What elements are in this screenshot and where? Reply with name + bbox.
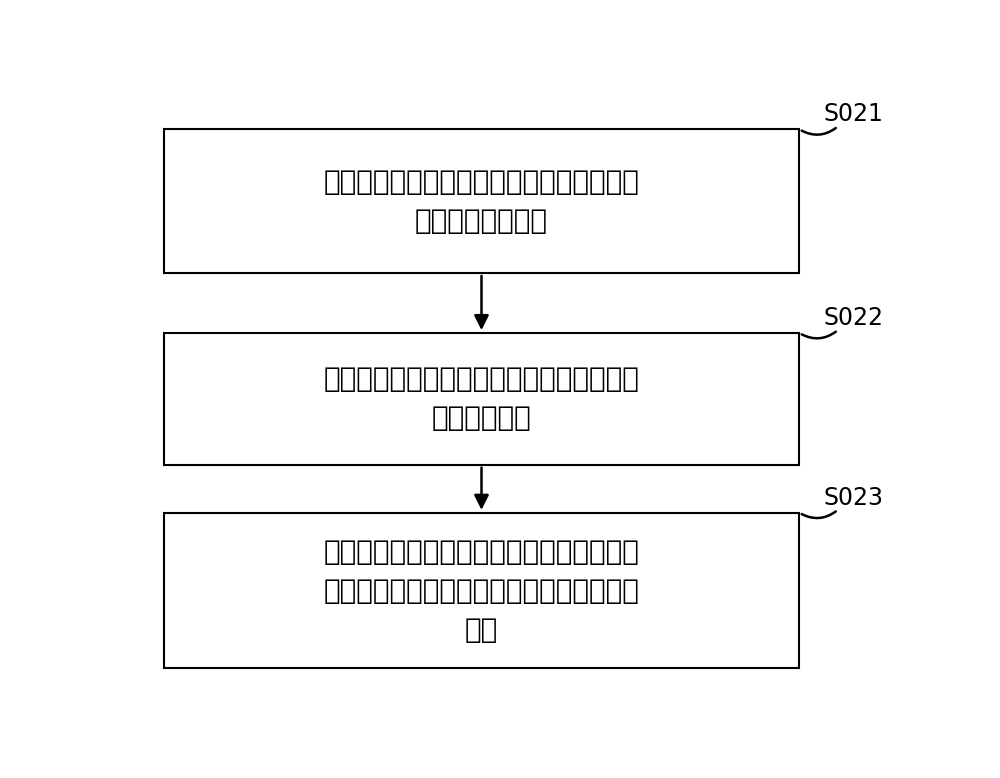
Text: S023: S023: [824, 485, 884, 510]
FancyBboxPatch shape: [164, 333, 799, 464]
FancyArrowPatch shape: [802, 331, 836, 338]
FancyArrowPatch shape: [802, 128, 836, 135]
Text: S022: S022: [824, 306, 884, 330]
FancyArrowPatch shape: [802, 511, 836, 518]
Text: S021: S021: [824, 103, 883, 126]
Text: 当前膜层厚度: 当前膜层厚度: [432, 405, 531, 433]
Text: 和初始膜层厚度获取测温晶片相应位置的收: 和初始膜层厚度获取测温晶片相应位置的收: [324, 576, 639, 605]
FancyBboxPatch shape: [164, 513, 799, 668]
FancyBboxPatch shape: [164, 129, 799, 273]
Text: 缩比: 缩比: [465, 615, 498, 643]
Text: 根据测温晶片至少一个位置的当前膜层厚度: 根据测温晶片至少一个位置的当前膜层厚度: [324, 538, 639, 566]
Text: 在热处理过程前，获取测温晶片至少一个位: 在热处理过程前，获取测温晶片至少一个位: [324, 168, 639, 196]
Text: 置的初始膜层厚度: 置的初始膜层厚度: [415, 207, 548, 235]
Text: 在热处理过程中，获取测温晶片相应位置的: 在热处理过程中，获取测温晶片相应位置的: [324, 366, 639, 394]
